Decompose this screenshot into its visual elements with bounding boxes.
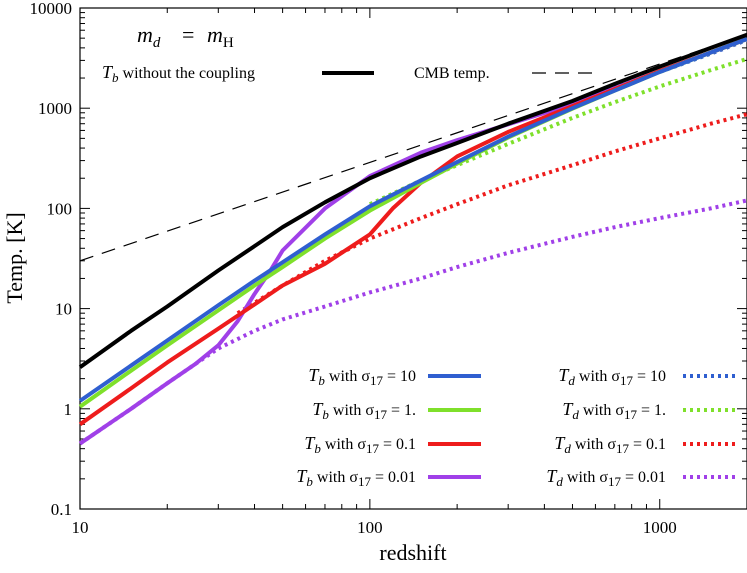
legend-label: CMB temp. [414,65,490,82]
title-rhs: m [207,22,223,47]
legend-entry: Tb with σ17 = 10 [308,365,481,388]
y-tick-label: 1000 [38,99,72,118]
x-tick-label: 100 [357,518,383,537]
y-axis-title: Temp. [K] [2,212,27,303]
legend-label: Tb with σ17 = 1. [312,399,416,422]
legend-entry: CMB temp. [414,65,594,82]
legend-entry: Td with σ17 = 0.1 [554,433,737,456]
series-line [236,112,747,315]
legend-entry: Tb with σ17 = 0.01 [296,466,481,489]
legend: Tb without the coupling CMB temp. Tb with … [102,62,737,489]
legend-label: Td with σ17 = 1. [562,399,666,422]
y-tick-label: 10 [55,300,72,319]
series-layer [78,32,747,446]
y-tick-label: 100 [47,199,73,218]
series-line [78,32,747,369]
legend-label: Td with σ17 = 10 [558,365,666,388]
chart-title: md = mH [137,22,234,51]
legend-label: Td with σ17 = 0.1 [554,433,666,456]
axis-ticks [79,7,747,510]
y-tick-label: 0.1 [51,500,72,519]
title-rhs-sub: H [223,35,234,51]
y-tick-label: 10000 [30,0,73,18]
title-eq: = [182,22,194,47]
svg-text:mH: mH [207,22,234,51]
title-lhs-sub: d [153,35,161,51]
series-line [79,33,747,262]
title-lhs: m [137,22,153,47]
legend-entry: Tb with σ17 = 1. [312,399,481,422]
y-tick-label: 1 [64,400,73,419]
legend-label: Tb with σ17 = 10 [308,365,416,388]
legend-label: Tb with σ17 = 0.01 [296,466,416,489]
legend-entry: Td with σ17 = 0.01 [546,466,737,489]
x-tick-label: 10 [72,518,89,537]
legend-entry: Td with σ17 = 1. [562,399,737,422]
x-tick-label: 1000 [643,518,677,537]
x-axis-title: redshift [379,540,446,565]
plot-frame [79,7,747,510]
series-line [78,37,747,403]
legend-entry: Td with σ17 = 10 [558,365,737,388]
svg-text:md: md [137,22,161,51]
legend-entry: Tb with σ17 = 0.1 [304,433,481,456]
legend-entry: Tb without the coupling [102,62,374,85]
series-line [78,37,747,426]
legend-label: Td with σ17 = 0.01 [546,466,666,489]
legend-label: Tb without the coupling [102,62,255,85]
legend-label: Tb with σ17 = 0.1 [304,433,416,456]
axis-tick-labels: 10 100 1000 0.1 1 10 100 1000 10000 [30,0,677,537]
